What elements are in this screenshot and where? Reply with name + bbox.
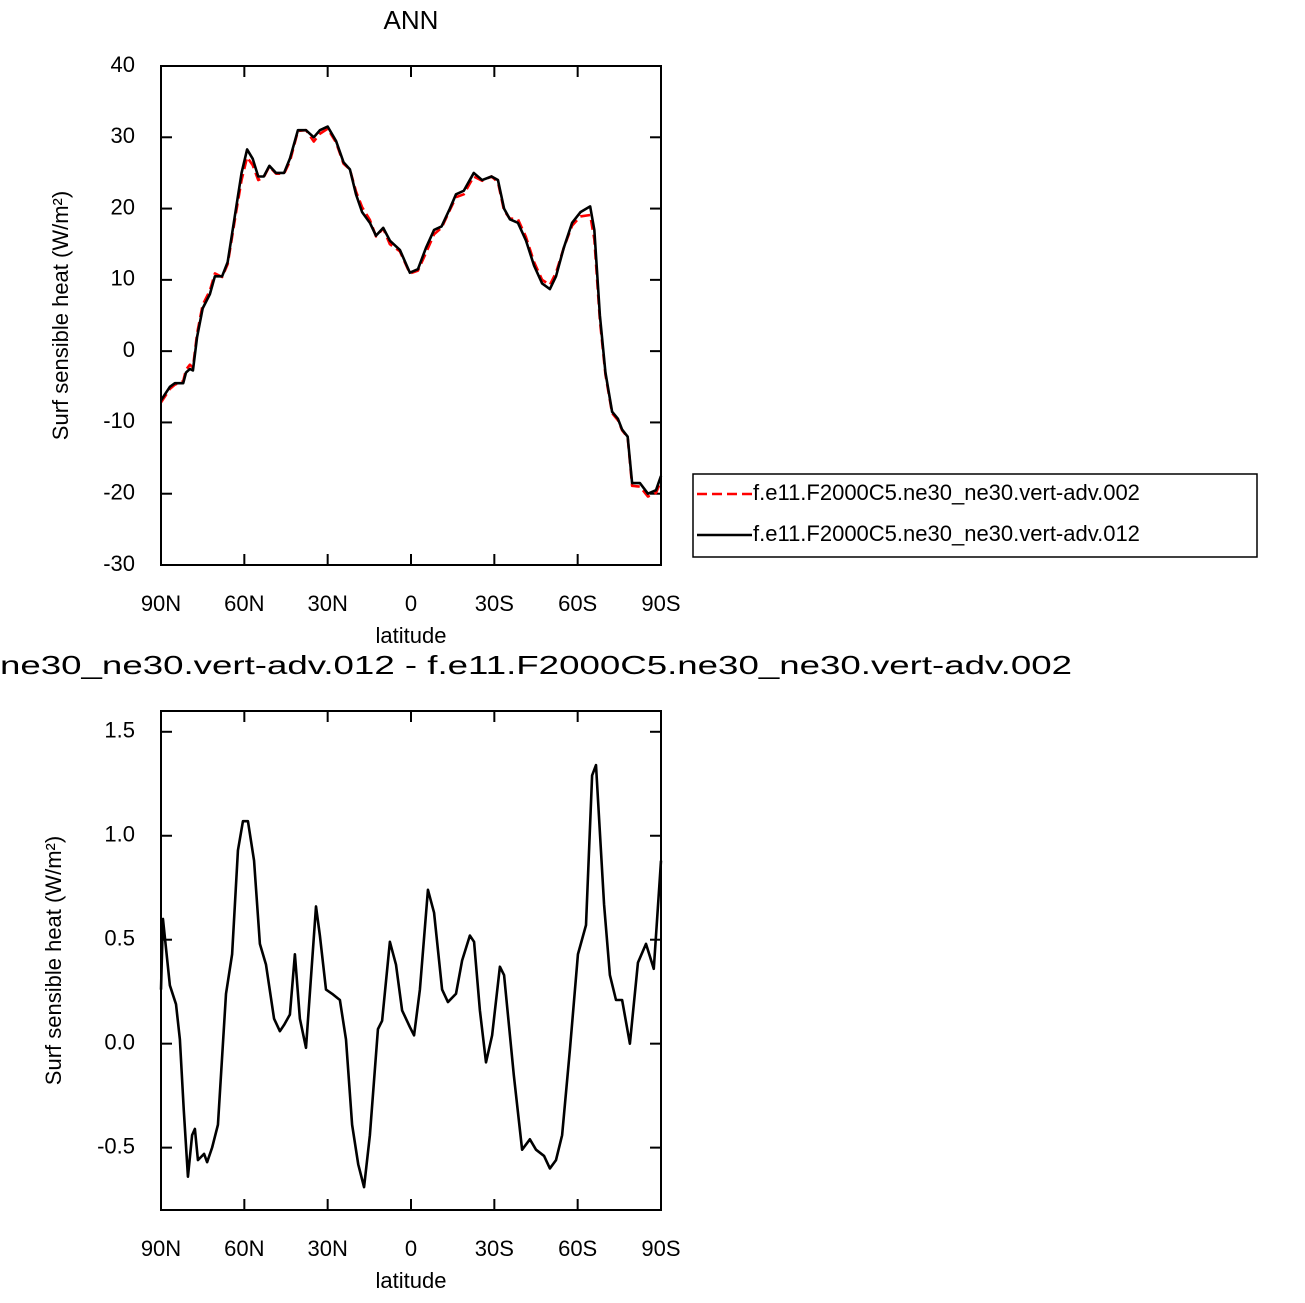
y-tick-label: -30 xyxy=(103,551,135,576)
x-tick-label: 90N xyxy=(141,1236,181,1261)
x-tick-label: 30S xyxy=(475,591,514,616)
y-tick-label: -10 xyxy=(103,408,135,433)
x-tick-label: 0 xyxy=(405,591,417,616)
x-tick-label: 60S xyxy=(558,591,597,616)
x-axis-label: latitude xyxy=(376,623,447,648)
x-tick-label: 90S xyxy=(641,591,680,616)
x-tick-label: 60N xyxy=(224,1236,264,1261)
data-line xyxy=(159,127,663,498)
x-tick-label: 30S xyxy=(475,1236,514,1261)
x-tick-label: 60S xyxy=(558,1236,597,1261)
plot-frame xyxy=(160,65,662,566)
x-tick-label: 0 xyxy=(405,1236,417,1261)
x-tick-label: 60N xyxy=(224,591,264,616)
y-tick-label: 10 xyxy=(111,266,135,291)
chart-title: f.e11.F2000C5.ne30_ne30.vert-adv.012 - f… xyxy=(0,650,1072,680)
y-tick-label: 0 xyxy=(123,337,135,362)
y-tick-label: 1.0 xyxy=(104,822,135,847)
y-tick-label: 1.5 xyxy=(104,718,135,743)
y-axis-label: Surf sensible heat (W/m²) xyxy=(48,191,73,440)
x-tick-label: 90S xyxy=(641,1236,680,1261)
x-axis-label: latitude xyxy=(376,1268,447,1293)
y-tick-label: 30 xyxy=(111,123,135,148)
legend-box xyxy=(692,473,1258,558)
data-line xyxy=(159,125,663,496)
y-tick-label: 20 xyxy=(111,194,135,219)
legend-label: f.e11.F2000C5.ne30_ne30.vert-adv.012 xyxy=(753,521,1140,546)
y-tick-label: 0.0 xyxy=(104,1029,135,1054)
data-line xyxy=(159,763,663,1189)
legend-label: f.e11.F2000C5.ne30_ne30.vert-adv.002 xyxy=(753,480,1140,505)
y-tick-label: -20 xyxy=(103,480,135,505)
y-tick-label: 0.5 xyxy=(104,926,135,951)
chart-title: ANN xyxy=(384,5,439,35)
x-tick-label: 30N xyxy=(307,591,347,616)
y-tick-label: 40 xyxy=(111,52,135,77)
y-axis-label: Surf sensible heat (W/m²) xyxy=(41,836,66,1085)
x-tick-label: 30N xyxy=(307,1236,347,1261)
y-tick-label: -0.5 xyxy=(97,1133,135,1158)
x-tick-label: 90N xyxy=(141,591,181,616)
plot-frame xyxy=(160,710,662,1211)
